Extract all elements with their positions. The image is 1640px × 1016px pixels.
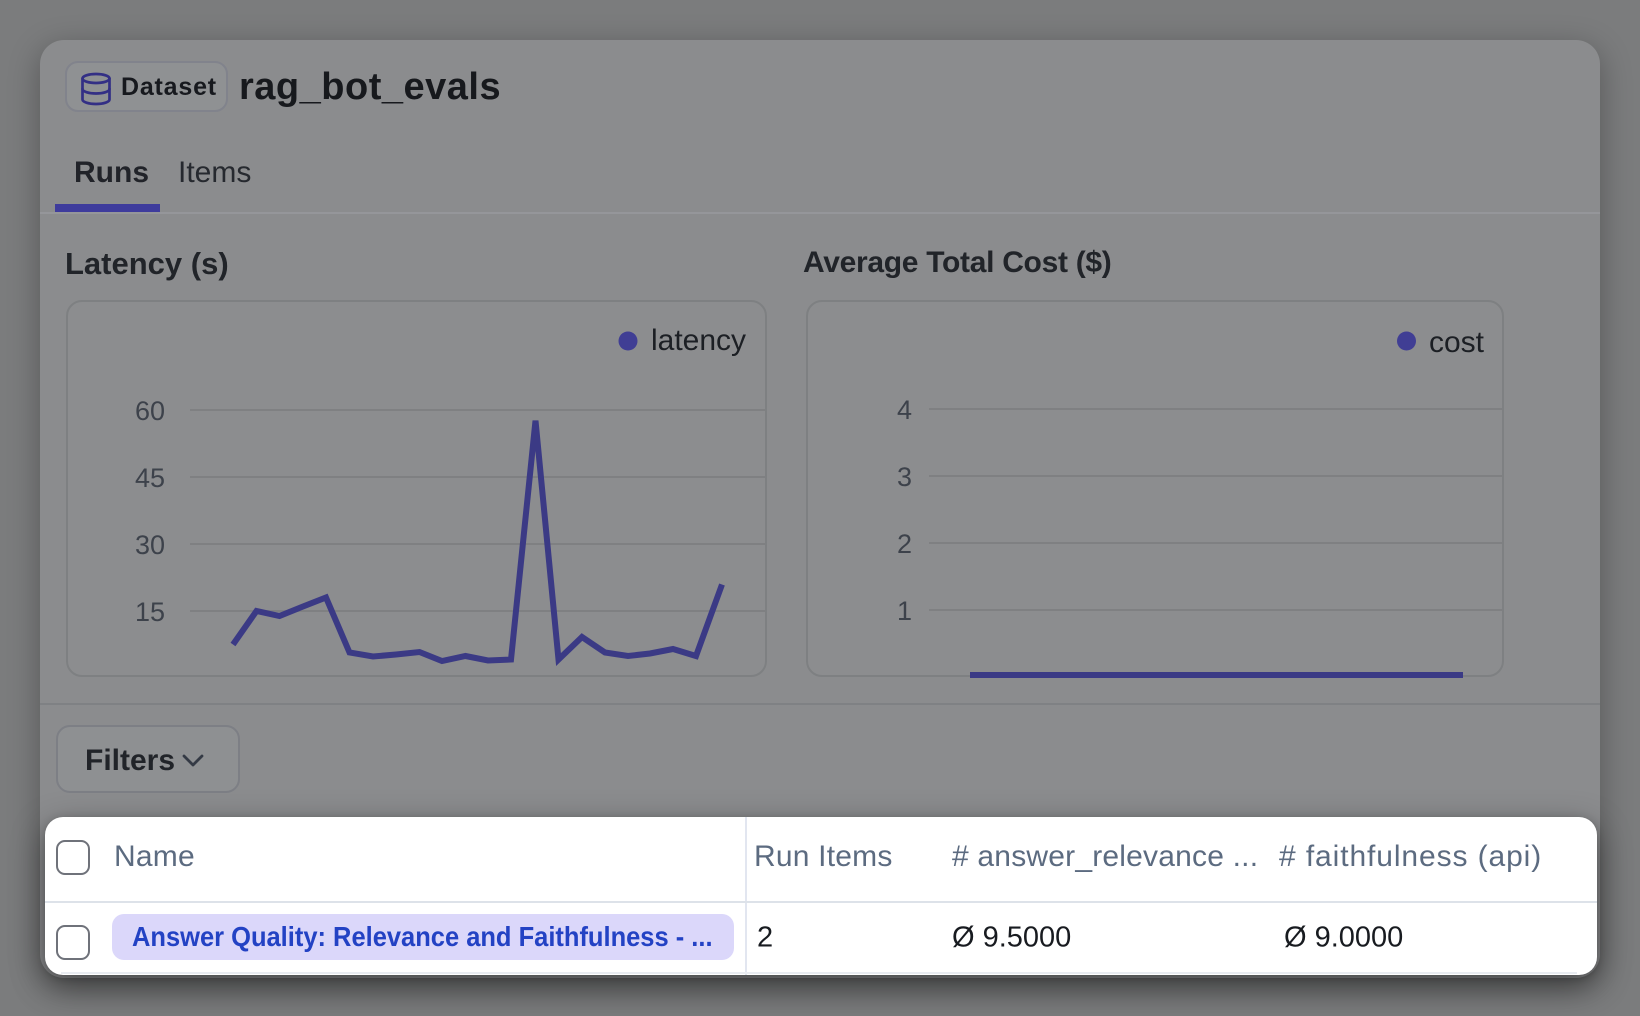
svg-text:60: 60: [135, 396, 165, 426]
svg-text:15: 15: [135, 597, 165, 627]
svg-text:2: 2: [897, 529, 912, 559]
svg-text:4: 4: [897, 395, 912, 425]
svg-text:45: 45: [135, 463, 165, 493]
svg-text:cost: cost: [1429, 326, 1485, 359]
svg-text:30: 30: [135, 530, 165, 560]
svg-text:3: 3: [897, 462, 912, 492]
svg-text:latency: latency: [651, 324, 746, 357]
svg-text:1: 1: [897, 596, 912, 626]
